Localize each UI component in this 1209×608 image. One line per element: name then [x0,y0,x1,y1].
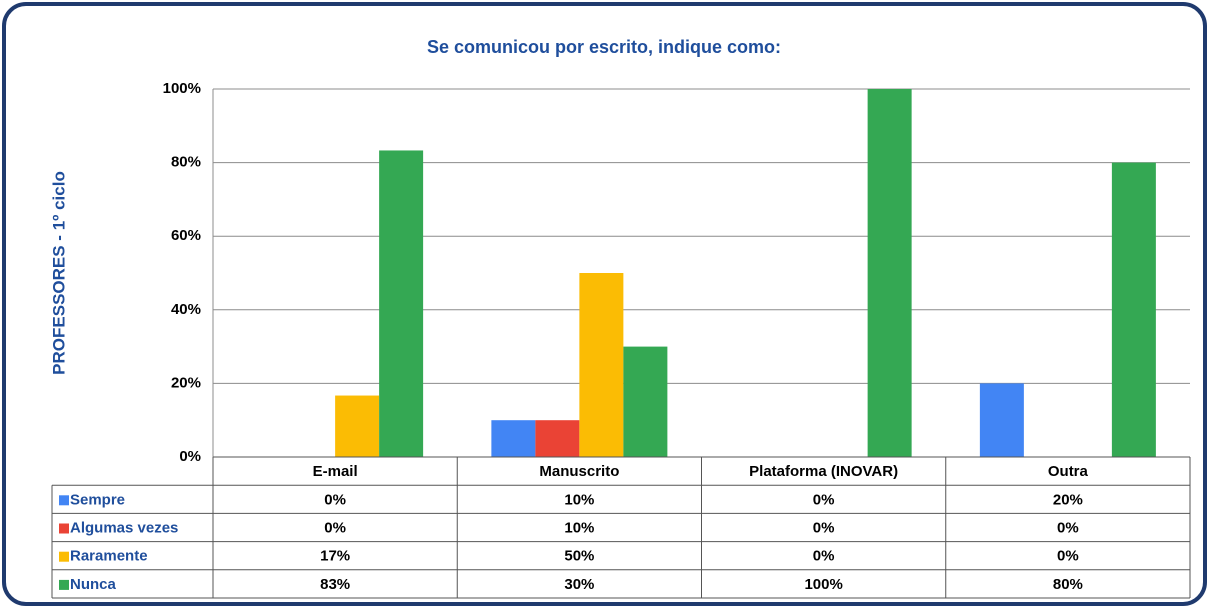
y-tick-label: 40% [171,301,201,318]
bar [535,420,580,457]
y-tick-label: 60% [171,227,201,244]
table-value: 10% [564,491,594,508]
table-value: 30% [564,576,594,593]
legend-label: Nunca [70,576,117,593]
table-value: 0% [324,491,346,508]
y-tick-label: 20% [171,374,201,391]
x-tick-label: E-mail [313,463,358,480]
table-value: 50% [564,548,594,565]
table-value: 0% [813,491,835,508]
bar [867,89,912,457]
legend-key [59,551,69,562]
y-tick-label: 0% [179,448,201,465]
x-tick-label: Outra [1048,463,1089,480]
bar [491,420,536,457]
table-value: 100% [804,576,842,593]
table-value: 80% [1053,576,1083,593]
x-tick-label: Plataforma (INOVAR) [749,463,898,480]
x-tick-label: Manuscrito [539,463,619,480]
table-value: 10% [564,519,594,536]
bar [623,346,668,457]
legend-key [59,579,69,590]
y-tick-label: 80% [171,154,201,171]
chart-title: Se comunicou por escrito, indique como: [427,37,781,57]
table-value: 0% [1057,519,1079,536]
legend-label: Algumas vezes [70,519,178,536]
table-value: 0% [813,519,835,536]
table-value: 17% [320,548,350,565]
legend-key [59,523,69,534]
bar [979,383,1024,457]
table-value: 0% [1057,548,1079,565]
table-value: 0% [324,519,346,536]
y-tick-label: 100% [163,80,201,97]
legend-label: Sempre [70,491,125,508]
bar [579,273,624,457]
y-axis-label: PROFESSORES - 1º ciclo [49,171,68,375]
bar [1111,162,1156,457]
table-value: 0% [813,548,835,565]
legend-key [59,495,69,506]
table-value: 20% [1053,491,1083,508]
bar [335,395,380,457]
legend-label: Raramente [70,548,148,565]
bar [379,150,424,457]
table-value: 83% [320,576,350,593]
